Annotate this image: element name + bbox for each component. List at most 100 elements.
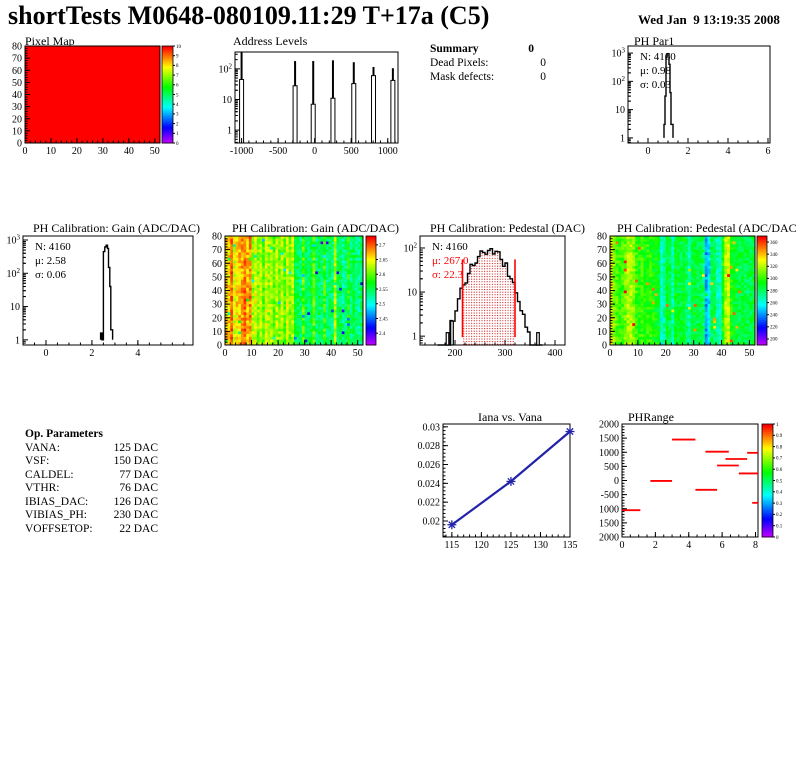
- svg-text:σ: 0.03: σ: 0.03: [640, 79, 671, 91]
- svg-text:0: 0: [217, 341, 222, 352]
- svg-text:2.45: 2.45: [379, 317, 388, 322]
- summary-value: 0: [528, 43, 534, 55]
- svg-text:2.4: 2.4: [379, 332, 386, 337]
- svg-text:2.6: 2.6: [379, 273, 386, 278]
- svg-text:6: 6: [766, 146, 771, 157]
- svg-text:0: 0: [312, 146, 317, 157]
- svg-text:30: 30: [98, 146, 108, 157]
- svg-text:0: 0: [176, 142, 179, 147]
- svg-text:σ: 22.3: σ: 22.3: [432, 269, 463, 281]
- svg-text:30: 30: [300, 348, 310, 359]
- svg-text:10: 10: [10, 302, 20, 313]
- svg-text:10: 10: [212, 327, 222, 338]
- svg-text:μ: 2.58: μ: 2.58: [35, 255, 66, 267]
- svg-text:2.5: 2.5: [379, 303, 386, 308]
- svg-text:10: 10: [633, 348, 643, 359]
- svg-text:8: 8: [176, 64, 179, 69]
- svg-text:2.55: 2.55: [379, 288, 388, 293]
- svg-text:σ: 0.06: σ: 0.06: [35, 269, 66, 281]
- svg-text:-1000: -1000: [230, 146, 253, 157]
- svg-text:10: 10: [12, 126, 22, 137]
- svg-text:10: 10: [46, 146, 56, 157]
- svg-text:70: 70: [597, 245, 607, 256]
- svg-text:0: 0: [223, 348, 228, 359]
- svg-text:300: 300: [498, 348, 513, 359]
- svg-text:50: 50: [597, 272, 607, 283]
- svg-text:7: 7: [176, 74, 179, 79]
- svg-text:4: 4: [176, 103, 179, 108]
- svg-text:10: 10: [222, 95, 232, 106]
- svg-text:40: 40: [12, 90, 22, 101]
- op-row-vthr: VTHR: 76 DAC: [25, 482, 158, 494]
- svg-text:200: 200: [448, 348, 463, 359]
- svg-text:30: 30: [212, 300, 222, 311]
- gain-hist-chart: 0 2 4 1 10 102 103 N: 4160 μ: 2.58 σ: 0.06: [7, 234, 194, 359]
- svg-text:1: 1: [412, 332, 417, 343]
- svg-text:70: 70: [212, 245, 222, 256]
- svg-text:60: 60: [12, 66, 22, 77]
- svg-text:10: 10: [597, 327, 607, 338]
- date-stamp: Wed Jan 9 13:19:35 2008: [638, 12, 780, 27]
- iana-vs-vana-chart: 115 120 125 130 1350.020.0220.0240.0260.0280…: [418, 422, 578, 551]
- chart-title-iana-vs-vana: Iana vs. Vana: [478, 410, 543, 424]
- svg-text:0: 0: [17, 139, 22, 150]
- svg-text:0: 0: [23, 146, 28, 157]
- svg-text:80: 80: [212, 232, 222, 243]
- ped-hist-chart: 200 300 400 1 10 102 N: 4160 μ: 267.0 σ: 22.3: [404, 235, 566, 359]
- svg-text:40: 40: [597, 286, 607, 297]
- svg-text:1: 1: [176, 132, 179, 137]
- svg-text:30: 30: [12, 102, 22, 113]
- svg-text:40: 40: [124, 146, 134, 157]
- gain-map-chart: 0 10 20 30 40 50010203040506070802.42.452.52.…: [212, 232, 388, 360]
- svg-text:20: 20: [212, 313, 222, 324]
- svg-text:50: 50: [744, 348, 754, 359]
- chart-title-gain-map: PH Calibration: Gain (ADC/DAC): [232, 221, 399, 235]
- svg-text:1: 1: [15, 335, 20, 346]
- chart-title-address-levels: Address Levels: [233, 34, 308, 48]
- svg-text:40: 40: [212, 286, 222, 297]
- chart-title-gain-hist: PH Calibration: Gain (ADC/DAC): [33, 221, 200, 235]
- summary-title: Summary: [430, 43, 479, 55]
- svg-text:1000: 1000: [378, 146, 398, 157]
- ped-map-chart: 0 10 20 30 40 5001020304050607080200220240260…: [597, 232, 778, 360]
- svg-text:20: 20: [12, 114, 22, 125]
- svg-text:50: 50: [150, 146, 160, 157]
- op-row-ibias-dac: IBIAS_DAC: 126 DAC: [25, 495, 158, 508]
- op-row-vana: VANA: 125 DAC: [25, 441, 158, 454]
- svg-text:N: 4160: N: 4160: [35, 241, 71, 253]
- op-row-vibias-ph: VIBIAS_PH: 230 DAC: [25, 509, 158, 521]
- svg-text:103: 103: [612, 47, 626, 60]
- svg-text:80: 80: [597, 232, 607, 243]
- op-row-voffsetop: VOFFSETOP: 22 DAC: [25, 522, 158, 535]
- svg-text:μ: 0.98: μ: 0.98: [640, 65, 671, 77]
- svg-text:N: 4160: N: 4160: [432, 241, 468, 253]
- summary-block: Summary 0 Dead Pixels: 0 Mask defects: 0: [430, 42, 546, 84]
- address-levels-chart: -1000 -500 0 500 1000 1 10 102: [219, 51, 399, 157]
- op-parameters-block: Op. Parameters VANA: 125 DAC VSF: 150 DA…: [25, 428, 158, 536]
- svg-text:2: 2: [176, 122, 179, 127]
- svg-text:3: 3: [176, 113, 179, 118]
- svg-text:5: 5: [176, 93, 179, 98]
- svg-text:20: 20: [72, 146, 82, 157]
- svg-text:103: 103: [7, 234, 21, 247]
- svg-text:60: 60: [597, 259, 607, 270]
- chart-title-ph-par1: PH Par1: [634, 34, 675, 48]
- svg-text:50: 50: [212, 272, 222, 283]
- op-row-vsf: VSF: 150 DAC: [25, 455, 158, 467]
- svg-text:10: 10: [407, 288, 417, 299]
- op-row-caldel: CALDEL: 77 DAC: [25, 468, 158, 481]
- summary-row-dead-pixels: Dead Pixels: 0: [430, 57, 546, 69]
- svg-text:-500: -500: [269, 146, 287, 157]
- chart-title-phrange: PHRange: [628, 410, 674, 424]
- summary-header: Summary 0: [430, 42, 546, 56]
- svg-text:102: 102: [404, 241, 418, 254]
- svg-text:20: 20: [273, 348, 283, 359]
- svg-text:102: 102: [7, 267, 21, 280]
- svg-text:1: 1: [620, 133, 625, 144]
- svg-text:102: 102: [612, 75, 626, 88]
- svg-text:30: 30: [597, 300, 607, 311]
- svg-text:40: 40: [717, 348, 727, 359]
